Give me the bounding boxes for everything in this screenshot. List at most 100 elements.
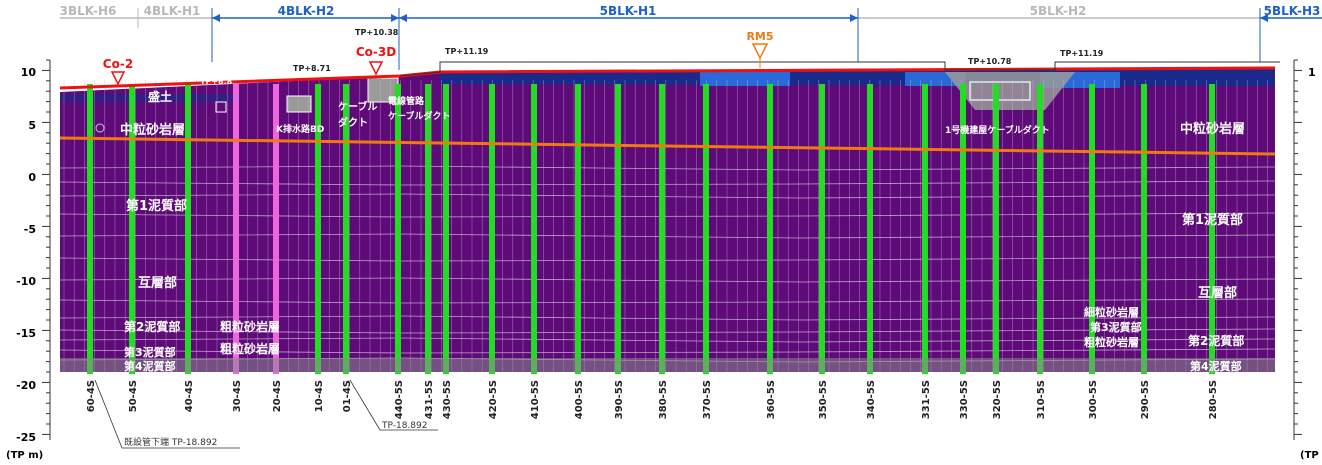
svg-text:第2泥質部: 第2泥質部	[124, 319, 180, 334]
svg-text:K排水路BD: K排水路BD	[276, 123, 324, 135]
pile-380-5S	[659, 84, 665, 374]
svg-text:Co-2: Co-2	[103, 57, 133, 71]
pile-label-410-5S: 410-5S	[530, 380, 541, 419]
svg-text:互層部: 互層部	[138, 275, 177, 291]
svg-text:第4泥質部: 第4泥質部	[124, 359, 176, 373]
pile-label-431-5S: 431-5S	[424, 380, 435, 419]
tp-label-1: TP+8.71	[293, 64, 331, 73]
pile-label-290-5S: 290-5S	[1140, 380, 1151, 419]
pile-410-5S	[531, 84, 537, 374]
svg-text:ダクト: ダクト	[338, 116, 368, 129]
pile-331-5S	[922, 84, 928, 374]
tp-label-5: TP+11.19	[1060, 49, 1104, 58]
pile-label-20-4S: 20-4S	[272, 380, 283, 412]
pile-label-300-5S: 300-5S	[1088, 380, 1099, 419]
pile-label-350-5S: 350-5S	[818, 380, 829, 419]
right-axis-label-1: 1	[1308, 66, 1316, 79]
pile-30-4S	[233, 84, 239, 374]
block-label-5blk-h2: 5BLK-H2	[1030, 4, 1087, 18]
svg-text:細粒砂岩層: 細粒砂岩層	[1084, 305, 1139, 319]
pile-320-5S	[993, 84, 999, 374]
structure-labels: K排水路BD ケーブル ダクト 電線管路 ケーブルダクト 1号機建屋ケーブルダク…	[276, 95, 1050, 136]
svg-text:第4泥質部: 第4泥質部	[1190, 359, 1242, 373]
right-axis: 1 (TP	[1293, 59, 1319, 461]
block-label-5blk-h3: 5BLK-H3	[1264, 4, 1321, 18]
axis-label-10: 10	[21, 66, 37, 79]
pile-440-5S	[395, 84, 401, 374]
pile-label-10-4S: 10-4S	[314, 380, 325, 412]
svg-text:粗粒砂岩層: 粗粒砂岩層	[220, 319, 280, 334]
axis-label-0: 0	[28, 171, 36, 184]
svg-text:中粒砂岩層: 中粒砂岩層	[120, 122, 185, 138]
pile-10-4S	[315, 84, 321, 374]
pile-20-4S	[273, 84, 279, 374]
marker-co2: Co-2	[103, 57, 133, 86]
axis-label-m5: -5	[24, 223, 36, 236]
block-label-4blk-h1: 4BLK-H1	[144, 4, 201, 18]
existing-outline	[399, 61, 1280, 77]
block-label-4blk-h2: 4BLK-H2	[278, 4, 335, 18]
svg-text:第3泥質部: 第3泥質部	[124, 345, 176, 359]
pile-330-5S	[960, 84, 966, 374]
pile-label-60-4S: 60-4S	[86, 380, 97, 412]
tp-label-3: TP+11.19	[445, 47, 489, 56]
svg-text:第3泥質部: 第3泥質部	[1090, 320, 1142, 334]
bottom-note-2: TP-18.892	[381, 421, 427, 431]
pile-431-5S	[425, 84, 431, 374]
svg-text:第1泥質部: 第1泥質部	[1182, 212, 1243, 228]
pile-420-5S	[489, 84, 495, 374]
pile-360-5S	[767, 84, 773, 374]
pile-label-50-4S: 50-4S	[128, 380, 139, 412]
pile-label-390-5S: 390-5S	[614, 380, 625, 419]
pile-label-380-5S: 380-5S	[658, 380, 669, 419]
pile-40-4S	[185, 84, 191, 374]
block-label-5blk-h1: 5BLK-H1	[600, 4, 657, 18]
right-axis-unit: (TP	[1300, 450, 1319, 461]
pile-label-430-5S: 430-5S	[442, 380, 453, 419]
pile-430-5S	[443, 84, 449, 374]
svg-text:互層部: 互層部	[1198, 285, 1237, 301]
svg-text:粗粒砂岩層: 粗粒砂岩層	[220, 341, 280, 356]
pile-label-420-5S: 420-5S	[488, 380, 499, 419]
pile-label-280-5S: 280-5S	[1208, 380, 1219, 419]
svg-text:中粒砂岩層: 中粒砂岩層	[1180, 121, 1245, 137]
pile-label-331-5S: 331-5S	[921, 380, 932, 419]
pile-label-400-5S: 400-5S	[574, 380, 585, 419]
pile-400-5S	[575, 84, 581, 374]
svg-text:1号機建屋ケーブルダクト: 1号機建屋ケーブルダクト	[945, 124, 1050, 136]
axis-label-5: 5	[28, 119, 36, 132]
pile-60-4S	[87, 84, 93, 374]
pile-label-310-5S: 310-5S	[1036, 380, 1047, 419]
pile-label-40-4S: 40-4S	[184, 380, 195, 412]
axis-label-m15: -15	[16, 327, 36, 340]
marker-rm5: RM5	[746, 30, 774, 68]
pile-390-5S	[615, 84, 621, 374]
marker-co3d: Co-3D	[356, 45, 396, 76]
svg-text:粗粒砂岩層: 粗粒砂岩層	[1084, 335, 1139, 349]
pile-300-5S	[1089, 84, 1095, 374]
axis-label-m20: -20	[16, 379, 36, 392]
pile-labels: 60-4S 50-4S 40-4S 30-4S 20-4S 10-4S 01-4S 440-5…	[86, 380, 1219, 419]
section-body	[59, 68, 1276, 374]
pile-01-4S	[343, 84, 349, 374]
svg-text:ケーブル: ケーブル	[338, 100, 377, 113]
pile-label-370-5S: 370-5S	[702, 380, 713, 419]
svg-text:盛土: 盛土	[148, 89, 172, 104]
axis-unit: (TP m)	[6, 450, 43, 461]
svg-text:電線管路: 電線管路	[388, 95, 425, 107]
pile-label-320-5S: 320-5S	[992, 380, 1003, 419]
pile-label-330-5S: 330-5S	[959, 380, 970, 419]
block-header: 3BLK-H6 4BLK-H1 4BLK-H2 5BLK-H1 5BLK-H2 …	[60, 4, 1322, 70]
pile-label-340-5S: 340-5S	[866, 380, 877, 419]
pile-label-360-5S: 360-5S	[766, 380, 777, 419]
pile-310-5S	[1037, 84, 1043, 374]
left-axis: 10 5 0 -5 -10 -15 -20 -25 (TP m)	[6, 59, 51, 461]
pile-280-5S	[1209, 84, 1215, 374]
bottom-note-1: 既設管下端 TP-18.892	[124, 436, 217, 448]
pile-label-30-4S: 30-4S	[232, 380, 243, 412]
tp-label-6: TP+8.8	[200, 77, 233, 86]
block-label-3blk-h6: 3BLK-H6	[60, 4, 117, 18]
pile-label-01-4S: 01-4S	[342, 380, 353, 412]
layer-labels: 盛土 中粒砂岩層 中粒砂岩層 第1泥質部 第1泥質部 互層部 互層部 第2泥質部…	[120, 89, 1245, 373]
svg-text:RM5: RM5	[746, 30, 773, 43]
